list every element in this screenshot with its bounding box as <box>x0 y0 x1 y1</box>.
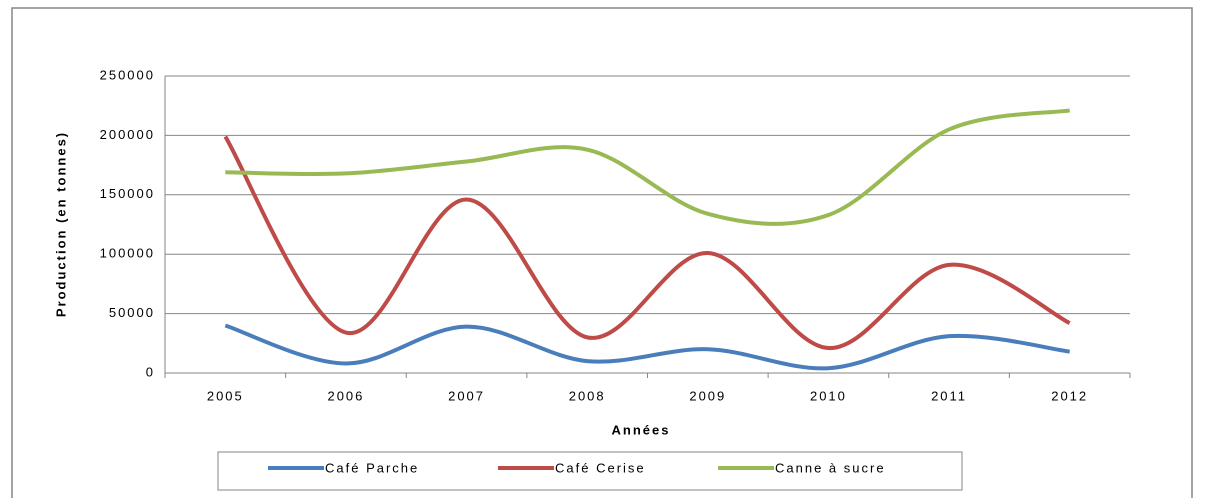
x-tick-label: 2006 <box>327 388 364 403</box>
x-tick-label: 2008 <box>569 388 606 403</box>
chart-border <box>11 7 1193 498</box>
legend-label: Café Cerise <box>555 460 646 475</box>
y-tick-label: 250000 <box>100 67 155 82</box>
x-axis-title: Années <box>612 422 671 437</box>
x-tick-label: 2010 <box>810 388 847 403</box>
series-line <box>224 323 1070 371</box>
y-tick-label: 50000 <box>109 305 155 320</box>
y-axis-title: Production (en tonnes) <box>53 131 68 317</box>
y-tick-label: 150000 <box>100 186 155 201</box>
x-tick-label: 2007 <box>448 388 485 403</box>
series-line <box>225 108 1071 226</box>
y-tick-label: 100000 <box>100 246 155 261</box>
legend-label: Café Parche <box>325 460 419 475</box>
y-tick-label: 200000 <box>100 127 155 142</box>
x-tick-label: 2012 <box>1051 388 1088 403</box>
legend-box <box>217 451 963 491</box>
x-tick-label: 2005 <box>207 388 244 403</box>
series-line <box>223 135 1071 351</box>
x-tick-label: 2009 <box>689 388 726 403</box>
x-tick-label: 2011 <box>931 388 967 403</box>
legend-label: Canne à sucre <box>775 460 886 475</box>
y-tick-label: 0 <box>146 364 155 379</box>
